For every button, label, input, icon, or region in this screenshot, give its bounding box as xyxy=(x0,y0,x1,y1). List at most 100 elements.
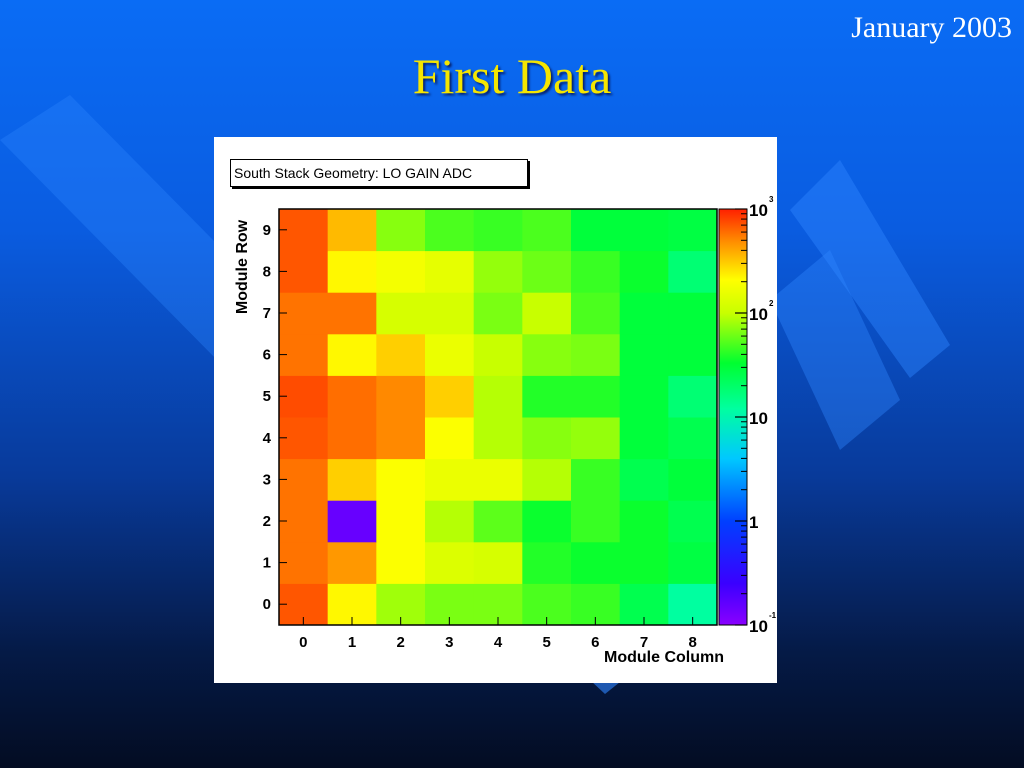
x-tick-label: 8 xyxy=(688,634,696,651)
heatmap-cell xyxy=(376,417,426,460)
y-tick-label: 2 xyxy=(263,513,271,530)
heatmap-cell xyxy=(425,292,475,335)
heatmap-cell xyxy=(619,541,669,584)
heatmap-cell xyxy=(522,458,572,501)
heatmap-cell xyxy=(376,209,426,252)
heatmap-cell xyxy=(279,333,329,376)
heatmap-cell xyxy=(473,375,523,418)
heatmap-cell xyxy=(619,375,669,418)
heatmap-cell xyxy=(279,458,329,501)
heatmap-cell xyxy=(425,500,475,543)
heatmap-cell xyxy=(279,375,329,418)
heatmap-cell xyxy=(425,209,475,252)
y-axis-ticks: 0 1 2 3 4 5 6 7 8 9 xyxy=(263,222,287,613)
heatmap-cell xyxy=(376,375,426,418)
heatmap-cell xyxy=(425,250,475,293)
heatmap-cell xyxy=(327,292,377,335)
heatmap-cell xyxy=(279,541,329,584)
heatmap-cell xyxy=(668,500,718,543)
heatmap-cell xyxy=(425,541,475,584)
heatmap-cell xyxy=(425,375,475,418)
y-tick-label: 8 xyxy=(263,263,271,280)
heatmap-cell xyxy=(522,375,572,418)
heatmap-cell xyxy=(473,541,523,584)
heatmap-cell xyxy=(571,458,621,501)
heatmap-cell xyxy=(327,333,377,376)
heatmap-cell xyxy=(619,417,669,460)
heatmap-cell xyxy=(473,500,523,543)
heatmap-cell xyxy=(376,333,426,376)
heatmap-cell xyxy=(668,458,718,501)
heatmap-cell xyxy=(571,292,621,335)
decor-diamond-stripe xyxy=(770,250,900,450)
heatmap-cell xyxy=(327,458,377,501)
heatmap-cell xyxy=(571,333,621,376)
heatmap-cell xyxy=(279,292,329,335)
colorbar-tick-label: 10 xyxy=(749,409,768,428)
y-tick-label: 9 xyxy=(263,222,271,239)
heatmap-cell xyxy=(473,333,523,376)
heatmap-cell xyxy=(279,209,329,252)
heatmap-cell xyxy=(473,209,523,252)
x-tick-label: 7 xyxy=(640,634,648,651)
x-tick-label: 4 xyxy=(494,634,503,651)
heatmap-chart: 0 1 2 3 4 5 6 7 8 0 1 2 3 4 5 6 7 8 9 Module Column Modul… xyxy=(234,195,777,666)
x-tick-label: 1 xyxy=(348,634,356,651)
heatmap-cell xyxy=(327,209,377,252)
heatmap-cells xyxy=(279,209,718,626)
heatmap-cell xyxy=(522,417,572,460)
heatmap-cell xyxy=(279,417,329,460)
heatmap-cell xyxy=(327,541,377,584)
heatmap-cell xyxy=(619,250,669,293)
heatmap-cell xyxy=(425,333,475,376)
heatmap-cell xyxy=(376,500,426,543)
slide-title: First Data xyxy=(412,48,612,104)
plot-title: South Stack Geometry: LO GAIN ADC xyxy=(230,159,528,187)
slide-date: January 2003 xyxy=(851,11,1012,44)
heatmap-cell xyxy=(668,333,718,376)
heatmap-cell xyxy=(571,250,621,293)
heatmap-cell xyxy=(619,292,669,335)
heatmap-cell xyxy=(571,375,621,418)
heatmap-cell xyxy=(522,500,572,543)
heatmap-cell xyxy=(522,541,572,584)
colorbar-tick-exponent: 2 xyxy=(769,299,774,308)
heatmap-cell xyxy=(327,500,377,543)
heatmap-cell xyxy=(619,209,669,252)
heatmap-cell xyxy=(522,333,572,376)
heatmap-cell xyxy=(571,417,621,460)
heatmap-cell xyxy=(668,250,718,293)
heatmap-cell xyxy=(279,250,329,293)
heatmap-cell xyxy=(279,500,329,543)
heatmap-cell xyxy=(668,292,718,335)
x-tick-label: 6 xyxy=(591,634,599,651)
colorbar-tick-exponent: 3 xyxy=(769,195,774,204)
x-tick-label: 0 xyxy=(299,634,307,651)
heatmap-panel: 0 1 2 3 4 5 6 7 8 0 1 2 3 4 5 6 7 8 9 Module Column Modul… xyxy=(214,137,777,683)
heatmap-cell xyxy=(522,250,572,293)
x-tick-label: 2 xyxy=(396,634,404,651)
heatmap-cell xyxy=(376,458,426,501)
heatmap-cell xyxy=(571,500,621,543)
heatmap-cell xyxy=(668,541,718,584)
heatmap-cell xyxy=(619,333,669,376)
y-tick-label: 5 xyxy=(263,388,271,405)
heatmap-cell xyxy=(473,250,523,293)
colorbar-tick-exponent: -1 xyxy=(769,611,777,620)
heatmap-cell xyxy=(668,375,718,418)
heatmap-cell xyxy=(473,458,523,501)
heatmap-cell xyxy=(668,417,718,460)
heatmap-cell xyxy=(327,417,377,460)
x-axis-label: Module Column xyxy=(604,649,724,666)
y-tick-label: 4 xyxy=(263,430,272,447)
decor-diamond-stripe xyxy=(790,160,950,378)
heatmap-cell xyxy=(619,458,669,501)
heatmap-cell xyxy=(327,375,377,418)
y-tick-label: 6 xyxy=(263,347,271,364)
y-tick-label: 7 xyxy=(263,305,271,322)
heatmap-cell xyxy=(619,500,669,543)
colorbar-tick-label: 10 xyxy=(749,201,768,220)
heatmap-cell xyxy=(571,209,621,252)
x-axis-ticks: 0 1 2 3 4 5 6 7 8 xyxy=(299,617,697,651)
